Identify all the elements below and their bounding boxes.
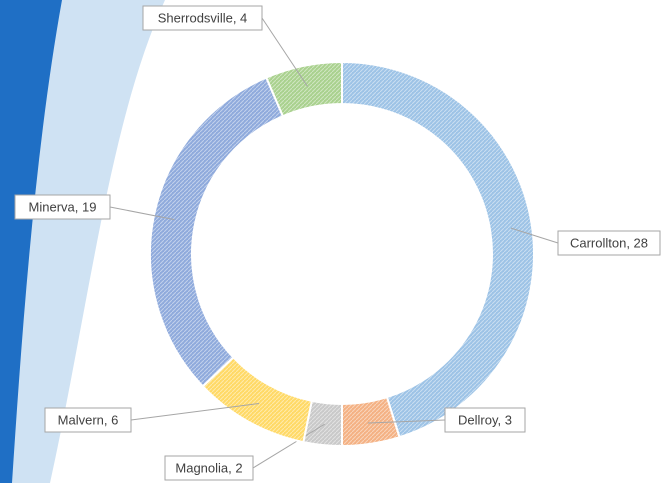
label-box (14, 194, 111, 220)
label-box (44, 407, 132, 433)
leader-line (261, 17, 308, 87)
data-label: Sherrodsville, 4 (158, 10, 248, 25)
data-label: Malvern, 6 (58, 412, 119, 427)
data-label: Dellroy, 3 (458, 412, 512, 427)
slice-texture (266, 62, 342, 117)
slice-texture (342, 62, 534, 438)
decor-dark (0, 0, 62, 483)
data-label: Carrollton, 28 (570, 235, 648, 250)
label-box (557, 230, 661, 256)
leader-line (510, 227, 559, 244)
slice-texture (202, 357, 312, 443)
data-label: Magnolia, 2 (175, 460, 242, 475)
slice-texture (303, 400, 342, 446)
label-box (142, 5, 263, 31)
label-box (164, 455, 254, 481)
slice-texture (149, 77, 283, 387)
slice-texture (342, 397, 400, 446)
data-label: Minerva, 19 (29, 199, 97, 214)
label-box (444, 407, 526, 433)
leader-line (252, 423, 325, 469)
leader-line (367, 419, 446, 424)
leader-line (130, 403, 260, 421)
leader-line (109, 206, 175, 221)
